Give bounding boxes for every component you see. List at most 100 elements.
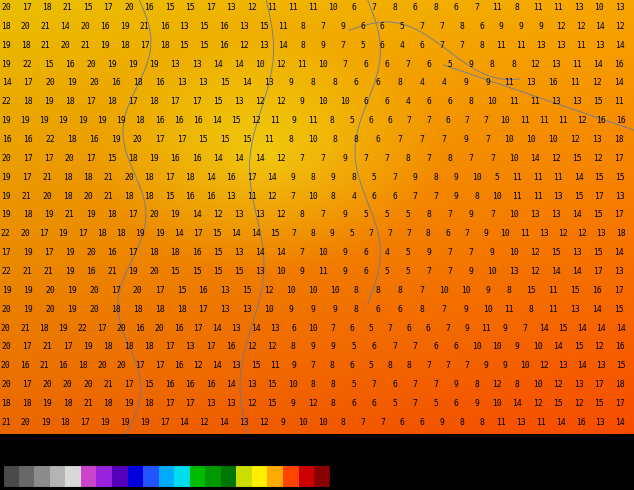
Text: 10: 10 <box>488 267 497 276</box>
Text: 11: 11 <box>270 361 280 370</box>
Text: 20: 20 <box>1 343 11 351</box>
Text: 19: 19 <box>128 267 138 276</box>
Text: 10: 10 <box>492 192 502 200</box>
Text: 18: 18 <box>1 22 11 31</box>
Text: 20: 20 <box>83 380 93 389</box>
Text: 14: 14 <box>212 116 222 125</box>
Text: 7: 7 <box>490 154 495 163</box>
Text: 15: 15 <box>213 98 223 106</box>
Text: 16: 16 <box>89 135 99 144</box>
Text: 18: 18 <box>107 210 117 220</box>
Text: 7: 7 <box>439 41 444 50</box>
Text: 5: 5 <box>400 22 404 31</box>
Text: 9: 9 <box>330 229 335 238</box>
Text: 11: 11 <box>533 173 543 182</box>
Text: 11: 11 <box>247 192 256 200</box>
Text: 6: 6 <box>349 361 354 370</box>
Text: 20: 20 <box>1 3 11 12</box>
Text: 10: 10 <box>520 361 529 370</box>
Text: 6: 6 <box>376 135 380 144</box>
Text: 18: 18 <box>111 305 120 314</box>
Text: 18: 18 <box>150 98 159 106</box>
Text: 16: 16 <box>107 248 117 257</box>
Text: 10: 10 <box>500 229 510 238</box>
Text: 8: 8 <box>330 116 335 125</box>
Text: 12: 12 <box>539 361 548 370</box>
Text: 18: 18 <box>177 305 186 314</box>
Text: 11: 11 <box>308 3 318 12</box>
Text: 19: 19 <box>120 22 130 31</box>
Text: 9: 9 <box>413 173 418 182</box>
Text: 15: 15 <box>44 60 53 69</box>
Text: Height/Temp. 850 hPa [gdpm] ECMWF: Height/Temp. 850 hPa [gdpm] ECMWF <box>3 435 230 445</box>
Text: 11: 11 <box>278 22 288 31</box>
Text: 9: 9 <box>311 343 315 351</box>
Text: 15: 15 <box>199 41 209 50</box>
Text: 6: 6 <box>387 116 392 125</box>
Text: 12: 12 <box>530 248 540 257</box>
Text: 13: 13 <box>597 361 606 370</box>
Text: 4: 4 <box>384 248 389 257</box>
Text: 11: 11 <box>530 98 540 106</box>
Text: 16: 16 <box>86 267 96 276</box>
Text: 5: 5 <box>448 60 453 69</box>
Text: 17: 17 <box>1 248 11 257</box>
Text: 14: 14 <box>530 154 540 163</box>
Text: 13: 13 <box>572 248 582 257</box>
Text: 13: 13 <box>198 78 208 87</box>
Text: 14: 14 <box>219 418 229 427</box>
Text: 19: 19 <box>1 173 11 182</box>
Text: 12: 12 <box>308 399 318 408</box>
Text: 7: 7 <box>427 154 432 163</box>
Text: 7: 7 <box>413 192 418 200</box>
Text: 14: 14 <box>616 323 625 333</box>
Text: 21: 21 <box>107 267 117 276</box>
Bar <box>314 465 330 487</box>
Text: 9: 9 <box>499 22 503 31</box>
Text: 12: 12 <box>556 22 566 31</box>
Text: 19: 19 <box>155 229 164 238</box>
Text: 8: 8 <box>433 173 438 182</box>
Text: 19: 19 <box>44 210 53 220</box>
Text: 15: 15 <box>572 154 582 163</box>
Text: 13: 13 <box>191 60 202 69</box>
Text: 6: 6 <box>363 267 368 276</box>
Text: 6: 6 <box>376 305 380 314</box>
Text: 15: 15 <box>220 78 230 87</box>
Text: 10: 10 <box>533 343 543 351</box>
Text: 6: 6 <box>292 323 296 333</box>
Text: 6: 6 <box>363 60 368 69</box>
Text: 21: 21 <box>139 22 150 31</box>
Text: 18: 18 <box>65 98 75 106</box>
Text: 6: 6 <box>445 229 450 238</box>
Text: 12: 12 <box>276 154 286 163</box>
Text: 21: 21 <box>42 173 52 182</box>
Text: 18: 18 <box>63 399 72 408</box>
Text: 12: 12 <box>199 418 209 427</box>
Text: 12: 12 <box>594 343 604 351</box>
Text: 14: 14 <box>234 60 243 69</box>
Text: 19: 19 <box>107 60 117 69</box>
Text: 10: 10 <box>255 60 265 69</box>
Text: 6: 6 <box>368 116 373 125</box>
Text: 9: 9 <box>292 361 296 370</box>
Text: 9: 9 <box>463 135 468 144</box>
Text: 22: 22 <box>1 229 11 238</box>
Text: 8: 8 <box>427 210 432 220</box>
Text: 7: 7 <box>321 154 326 163</box>
Text: 8: 8 <box>474 380 479 389</box>
Text: 18: 18 <box>150 248 159 257</box>
Text: 16: 16 <box>65 60 75 69</box>
Text: 8: 8 <box>387 361 392 370</box>
Text: 19: 19 <box>124 399 134 408</box>
Text: 7: 7 <box>474 3 479 12</box>
Text: 6: 6 <box>372 192 377 200</box>
Text: 19: 19 <box>78 116 87 125</box>
Text: 16: 16 <box>23 135 34 144</box>
Text: 8: 8 <box>459 418 464 427</box>
Text: 20: 20 <box>97 361 107 370</box>
Text: 11: 11 <box>558 116 568 125</box>
Text: 13: 13 <box>558 361 568 370</box>
Text: 16: 16 <box>2 135 11 144</box>
Text: 13: 13 <box>220 305 230 314</box>
